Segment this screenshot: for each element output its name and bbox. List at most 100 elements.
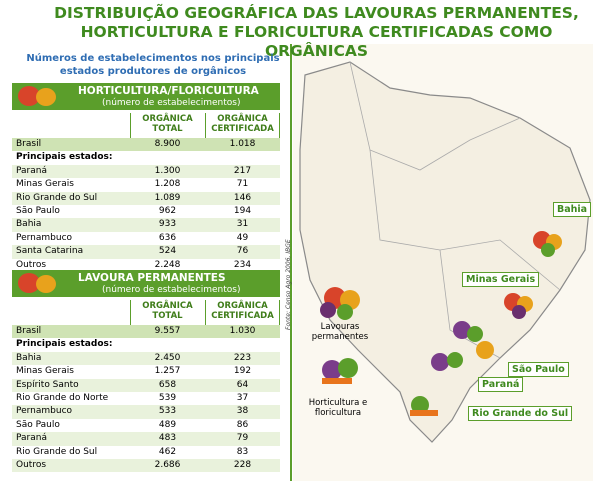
cell-value: 2.450 <box>154 352 181 363</box>
row-bg <box>12 191 280 205</box>
cell-name: Brasil <box>16 139 42 149</box>
map-label: Rio Grande do Sul <box>468 406 573 421</box>
fruit-icon <box>533 231 562 257</box>
cell-value: 933 <box>158 219 177 230</box>
row-bg <box>12 258 280 272</box>
cell-name: Rio Grande do Sul <box>16 446 98 457</box>
cell-value: 483 <box>158 433 177 444</box>
icon <box>18 86 40 106</box>
row-bg <box>12 351 280 366</box>
cell-name: Minas Gerais <box>16 366 74 377</box>
cell-name: Santa Catarina <box>16 246 84 257</box>
cell-value: 539 <box>158 393 177 403</box>
row-bg <box>12 164 280 179</box>
section-label: Principais estados: <box>16 339 113 350</box>
cell-name: Outros <box>16 259 47 270</box>
cell-value: 86 <box>236 419 249 430</box>
cell-name: Pernambuco <box>16 232 73 243</box>
map-label: Bahia <box>553 202 592 217</box>
table-subtitle: (número de estabelecimentos) <box>102 98 241 108</box>
cell-value: 489 <box>158 419 177 430</box>
row-bg <box>12 338 280 352</box>
cell-value: 38 <box>236 406 249 417</box>
cell-value: 524 <box>158 246 177 257</box>
row-bg <box>12 205 280 219</box>
cell-value: 533 <box>158 406 177 417</box>
intro: Números de estabelecimentos nos principa… <box>26 53 280 77</box>
cell-name: Bahia <box>16 219 42 230</box>
icon <box>18 273 40 293</box>
fruit-icon <box>504 293 533 319</box>
cell-name: Brasil <box>16 326 42 336</box>
cell-value: 64 <box>236 379 249 390</box>
row-bg <box>12 218 280 232</box>
legend-label: Lavouras permanentes <box>311 322 369 342</box>
table-subtitle: (número de estabelecimentos) <box>102 285 241 295</box>
cell-name: Bahia <box>16 352 42 363</box>
column-header: ORGÂNICA CERTIFICADA <box>211 301 274 321</box>
table-title: HORTICULTURA/FLORICULTURA <box>78 85 259 97</box>
cell-value: 1.208 <box>154 179 181 190</box>
cell-name: Paraná <box>16 433 47 444</box>
cell-value: 1.257 <box>154 366 181 377</box>
row-bg <box>12 365 280 379</box>
row-bg <box>12 418 280 433</box>
map-label: Minas Gerais <box>462 272 540 287</box>
cell-value: 1.089 <box>154 192 181 203</box>
row-bg <box>12 392 280 406</box>
icon <box>36 275 56 293</box>
legend-label: Horticultura e floricultura <box>308 398 368 418</box>
map-label: São Paulo <box>508 362 569 377</box>
title: DISTRIBUIÇÃO GEOGRÁFICA DAS LAVOURAS PER… <box>54 4 579 60</box>
row-bg <box>12 231 280 246</box>
cell-value: 636 <box>158 232 177 243</box>
cell-value: 228 <box>233 460 252 470</box>
row-bg <box>12 178 280 192</box>
cell-value: 49 <box>236 232 249 243</box>
cell-name: Espírito Santo <box>16 379 79 390</box>
icon <box>36 88 56 106</box>
column-header: ORGÂNICA TOTAL <box>142 114 193 134</box>
row-bg <box>12 151 280 165</box>
cell-value: 76 <box>236 246 249 257</box>
fruit-icon <box>320 287 360 320</box>
cell-value: 83 <box>236 446 249 457</box>
cell-value: 71 <box>236 179 249 190</box>
cell-name: Pernambuco <box>16 406 73 417</box>
state-border <box>349 61 521 171</box>
column-header: ORGÂNICA CERTIFICADA <box>211 114 274 134</box>
cell-value: 2.248 <box>154 259 181 270</box>
row-bg <box>12 432 280 446</box>
row-bg <box>12 378 280 392</box>
cell-name: São Paulo <box>16 206 60 216</box>
row-bg <box>12 138 280 152</box>
column-header: ORGÂNICA TOTAL <box>142 301 193 321</box>
row-bg <box>12 459 280 473</box>
cell-name: Outros <box>16 460 47 470</box>
cell-value: 1.018 <box>229 139 256 149</box>
map-label: Paraná <box>478 377 524 392</box>
row-bg <box>12 245 280 259</box>
cell-value: 962 <box>158 206 177 216</box>
cell-name: Paraná <box>16 165 47 176</box>
cell-value: 146 <box>233 192 252 203</box>
source: Fonte: Censo Agro 2006, IBGE <box>285 239 292 330</box>
veg-icon <box>322 358 358 384</box>
cell-value: 79 <box>236 433 249 444</box>
veg-icon <box>410 321 494 416</box>
row-bg <box>12 325 280 339</box>
cell-value: 2.686 <box>154 460 181 470</box>
cell-name: São Paulo <box>16 419 60 430</box>
cell-value: 37 <box>236 393 249 403</box>
cell-value: 31 <box>236 219 249 230</box>
table-header: HORTICULTURA/FLORICULTURA (número de esta… <box>12 83 280 110</box>
table-header: LAVOURA PERMANENTES (número de estabeleci… <box>12 270 280 297</box>
section-label: Principais estados: <box>16 152 113 163</box>
cell-name: Minas Gerais <box>16 179 74 190</box>
row-bg <box>12 405 280 419</box>
cell-value: 192 <box>233 366 252 377</box>
cell-value: 658 <box>158 379 177 390</box>
cell-name: Rio Grande do Norte <box>16 393 109 403</box>
row-bg <box>12 445 280 459</box>
